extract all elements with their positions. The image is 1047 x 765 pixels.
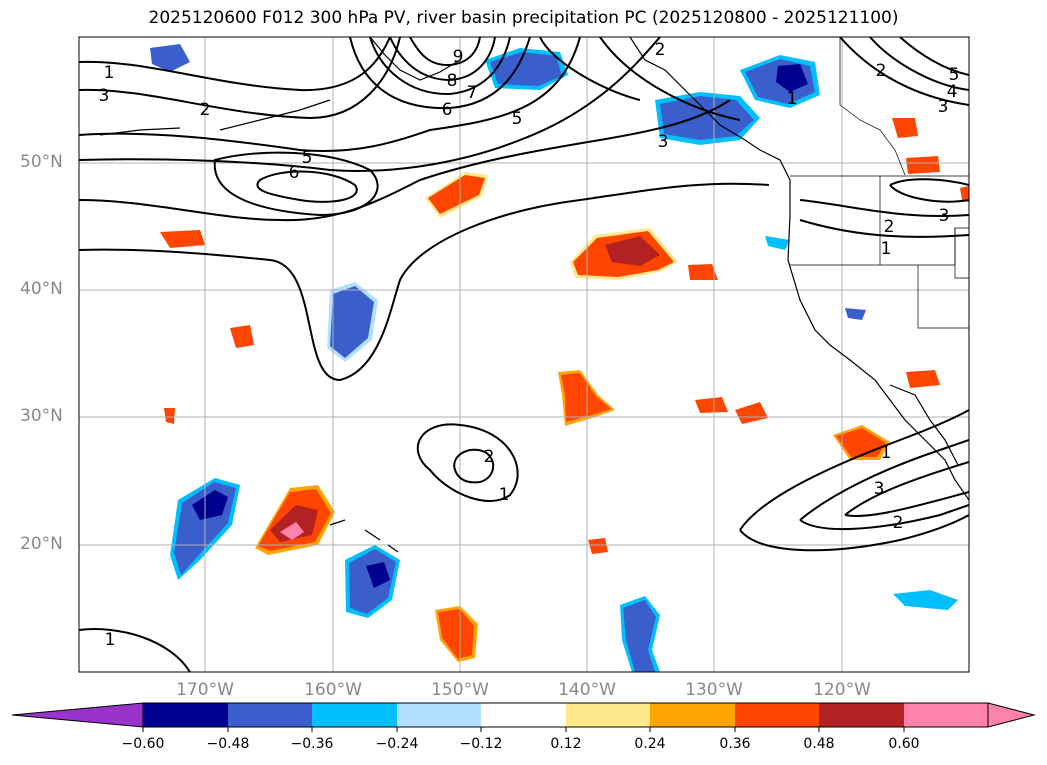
lat-label: 40°N [20,279,63,299]
colorbar-swatch [143,703,228,727]
contour-label: 1 [881,239,892,259]
colorbar-tick-label: −0.48 [206,736,250,752]
colorbar-swatch [397,703,481,727]
lon-label: 170°W [176,680,234,700]
map-title: 2025120600 F012 300 hPa PV, river basin … [148,8,899,28]
contour-label: 5 [949,65,960,85]
contour-label: 5 [302,148,313,168]
colorbar-tick-label: −0.60 [121,736,165,752]
contour-label: 1 [499,485,510,505]
colorbar-swatch [819,703,904,727]
colorbar-swatch [312,703,397,727]
colorbar-swatch [228,703,312,727]
negative-precip-regions [150,44,958,672]
pv-contours [79,37,969,672]
colorbar-tick-label: 0.36 [719,736,751,752]
lon-label: 150°W [431,680,489,700]
colorbar-tick-label: −0.36 [290,736,334,752]
contour-label: 3 [938,97,949,117]
contour-label: 4 [947,82,958,102]
colorbar-tick-label: 0.60 [888,736,920,752]
contour-label: 2 [876,61,887,81]
contour-label: 1 [105,630,116,650]
colorbar-tick-label: 0.12 [550,736,582,752]
map-frame [78,36,970,673]
colorbar-swatch [481,703,566,727]
colorbar-high-extension [987,702,1036,728]
lon-label: 140°W [558,680,616,700]
contour-label: 2 [893,513,904,533]
graticule [79,37,969,672]
lon-label: 130°W [685,680,743,700]
colorbar-swatch [904,703,988,727]
positive-precip-regions [160,118,969,662]
contour-label: 3 [658,132,669,152]
contour-label: 3 [874,479,885,499]
contour-label: 3 [99,86,110,106]
contour-label: 2 [200,100,211,120]
contour-label: 8 [447,71,458,91]
colorbar-tick-label: −0.24 [375,736,419,752]
contour-label: 9 [453,47,464,67]
colorbar-tick-label: 0.48 [803,736,835,752]
contour-label: 2 [884,217,895,237]
colorbar-tick-label: 0.24 [634,736,666,752]
contour-label: 2 [655,40,666,60]
contour-label: 1 [881,443,892,463]
pv-contour-labels: 1 3 2 9 8 7 6 5 5 6 3 2 1 1 2 1 2 3 2 1 … [99,40,960,650]
contour-label: 6 [442,100,453,120]
contour-label: 2 [484,447,495,467]
colorbar-swatch [735,703,819,727]
contour-label: 7 [467,83,478,103]
colorbar-swatch [650,703,735,727]
contour-label: 6 [289,163,300,183]
colorbar [11,702,1036,732]
lat-label: 20°N [20,534,63,554]
colorbar-swatch [566,703,650,727]
contour-label: 3 [939,206,950,226]
lon-label: 120°W [813,680,871,700]
contour-label: 1 [104,63,115,83]
lat-label: 30°N [20,406,63,426]
lat-label: 50°N [20,152,63,172]
contour-label: 1 [787,89,798,109]
lon-label: 160°W [304,680,362,700]
colorbar-tick-label: −0.12 [459,736,503,752]
map-plot-area [79,37,969,672]
colorbar-low-extension [11,702,144,728]
contour-label: 5 [512,109,523,129]
political-borders [790,37,969,329]
